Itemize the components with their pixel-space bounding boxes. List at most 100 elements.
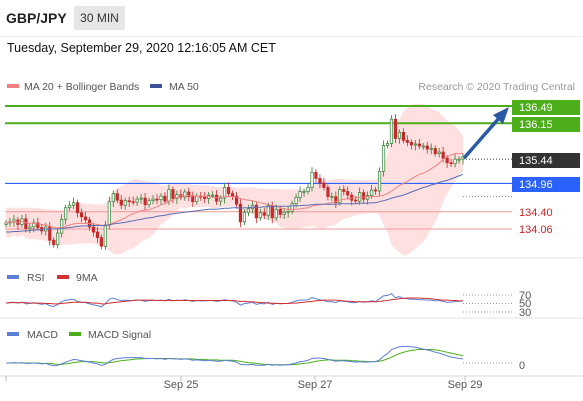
candle <box>322 177 326 191</box>
candle <box>437 148 441 158</box>
candle-body <box>346 191 350 196</box>
candle-body <box>103 224 107 247</box>
candle-body <box>401 131 406 141</box>
candle-body <box>342 189 346 192</box>
candle <box>326 184 330 201</box>
candle <box>377 167 382 196</box>
candle-body <box>429 148 433 150</box>
candle <box>203 192 207 204</box>
macd-legend-swatch <box>7 332 19 336</box>
r2-label: 136.49 <box>519 102 553 114</box>
candle-body <box>290 203 294 212</box>
candle-body <box>302 191 306 193</box>
candle <box>258 208 262 221</box>
candle-body <box>219 197 223 202</box>
candle-body <box>453 158 457 165</box>
macd-tick-0: 0 <box>519 360 525 372</box>
candle <box>425 141 429 154</box>
candle-body <box>254 204 258 219</box>
candle <box>83 211 88 223</box>
candle-body <box>270 205 274 219</box>
candle-body <box>222 187 227 199</box>
s2-label: 134.06 <box>519 224 553 236</box>
candle-body <box>226 187 231 194</box>
candle <box>441 147 445 163</box>
candle-body <box>183 191 187 198</box>
candle-body <box>381 145 386 172</box>
candle-body <box>91 226 96 233</box>
candle <box>99 234 103 250</box>
candle <box>246 204 251 217</box>
candle-body <box>171 189 175 199</box>
candle-body <box>322 182 326 188</box>
candle <box>143 193 147 211</box>
candle-body <box>36 222 40 228</box>
candle-body <box>115 193 119 201</box>
bollinger-band-fill <box>6 104 463 256</box>
timeframe-button[interactable]: 30 MIN <box>74 6 125 30</box>
x-tick-sep25: Sep 25 <box>164 379 199 391</box>
candle <box>28 223 32 234</box>
candle-body <box>262 212 266 216</box>
candle-body <box>111 193 115 203</box>
ma50-legend-swatch <box>150 84 162 88</box>
candle <box>187 188 191 202</box>
candle <box>266 202 270 220</box>
candle <box>330 192 334 202</box>
candle-body <box>24 218 28 229</box>
candle-body <box>191 196 195 203</box>
candle-body <box>48 226 52 241</box>
candle-body <box>449 162 453 165</box>
candle <box>405 135 409 147</box>
r1-label: 136.15 <box>519 119 553 131</box>
candle <box>147 197 151 208</box>
candle <box>64 204 68 225</box>
forecast-arrow <box>463 107 509 159</box>
candle-body <box>437 151 441 154</box>
rsi-tick-30: 30 <box>519 307 531 319</box>
candle <box>75 199 80 218</box>
candle-body <box>28 226 32 229</box>
candle-body <box>413 143 417 146</box>
candle-body <box>282 211 286 215</box>
candle <box>282 208 286 219</box>
candle-body <box>314 171 318 179</box>
candle-body <box>366 195 370 200</box>
last-price-label-bg <box>512 153 580 168</box>
candle <box>127 196 131 207</box>
rsi-tick-70: 70 <box>519 290 531 302</box>
candle <box>302 188 306 197</box>
macd-signal-legend-swatch <box>69 332 81 336</box>
candle <box>52 237 56 248</box>
candle-body <box>393 118 398 139</box>
candle-body <box>71 202 76 206</box>
candle-body <box>32 222 36 228</box>
candlesticks <box>4 114 465 251</box>
candle <box>191 191 195 207</box>
macd-lines <box>6 345 512 367</box>
rsi-legend-label: RSI <box>27 272 45 284</box>
candle <box>254 202 258 224</box>
candle-body <box>151 198 155 201</box>
candle <box>234 192 239 209</box>
candle-body <box>306 187 310 192</box>
x-tick-sep27: Sep 27 <box>298 379 333 391</box>
chart-header: GBP/JPY 30 MIN <box>0 0 583 37</box>
candle <box>366 191 370 205</box>
candle-body <box>417 143 421 147</box>
candle-body <box>334 196 338 204</box>
candle-body <box>405 140 409 143</box>
candle-body <box>143 197 147 206</box>
candle <box>95 226 100 243</box>
candle <box>298 186 302 203</box>
candle-body <box>286 210 290 213</box>
macd-signal-line <box>6 349 464 366</box>
candle <box>274 204 278 221</box>
candle-body <box>433 148 437 154</box>
candle-body <box>457 158 461 161</box>
candle-body <box>310 171 314 188</box>
s1-label: 134.40 <box>519 207 553 219</box>
support-resistance-levels <box>5 105 512 230</box>
candle-body <box>425 145 429 150</box>
